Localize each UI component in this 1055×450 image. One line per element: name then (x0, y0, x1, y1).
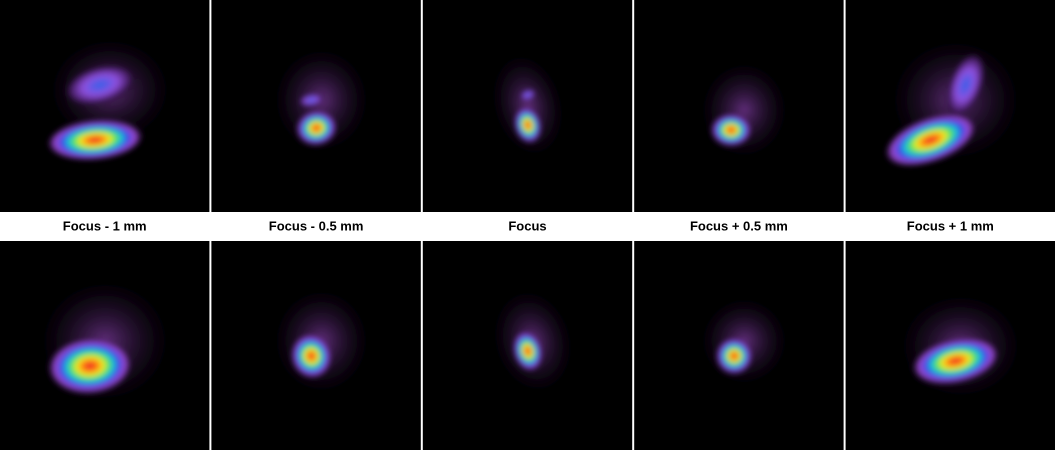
beam-profile-image (211, 241, 421, 450)
intensity-blob (47, 119, 143, 161)
beam-spot (486, 281, 579, 401)
intensity-blob (513, 331, 543, 371)
beam-spot (694, 55, 795, 165)
intensity-blob (716, 338, 753, 374)
intensity-blob (694, 291, 795, 391)
intensity-blob (711, 114, 752, 146)
intensity-blob (48, 337, 132, 395)
intensity-blob (62, 63, 138, 107)
beam-spot (30, 271, 180, 411)
panel-label: Focus - 0.5 mm (269, 218, 364, 233)
beam-profile-image (0, 241, 210, 450)
intensity-blob (296, 110, 337, 146)
beam-profile-image (845, 0, 1055, 212)
intensity-blob (519, 88, 537, 102)
panel-label: Focus + 0.5 mm (690, 218, 788, 233)
intensity-blob (514, 107, 542, 143)
beam-spot (266, 281, 377, 401)
intensity-blob (297, 92, 326, 108)
beam-profile-image (422, 241, 633, 450)
panel-label: Focus (508, 218, 546, 233)
intensity-blob (912, 337, 999, 385)
intensity-blob (694, 55, 795, 165)
beam-profile-image (0, 0, 210, 212)
beam-spot (880, 30, 1031, 170)
beam-profile-image (211, 0, 421, 212)
panel-label: Focus + 1 mm (907, 218, 994, 233)
beam-spot (40, 30, 180, 161)
beam-spot (890, 286, 1031, 406)
beam-profile-image (845, 241, 1055, 450)
beam-profile-image (634, 0, 844, 212)
intensity-blob (486, 46, 570, 164)
beam-profile-image (422, 0, 633, 212)
beam-spot (486, 46, 570, 164)
beam-profile-image (634, 241, 844, 450)
intensity-blob (291, 334, 332, 378)
beam-spot (266, 40, 377, 160)
beam-spot (694, 291, 795, 391)
intensity-blob (884, 113, 977, 167)
panel-label: Focus - 1 mm (63, 218, 147, 233)
intensity-blob (944, 51, 987, 119)
